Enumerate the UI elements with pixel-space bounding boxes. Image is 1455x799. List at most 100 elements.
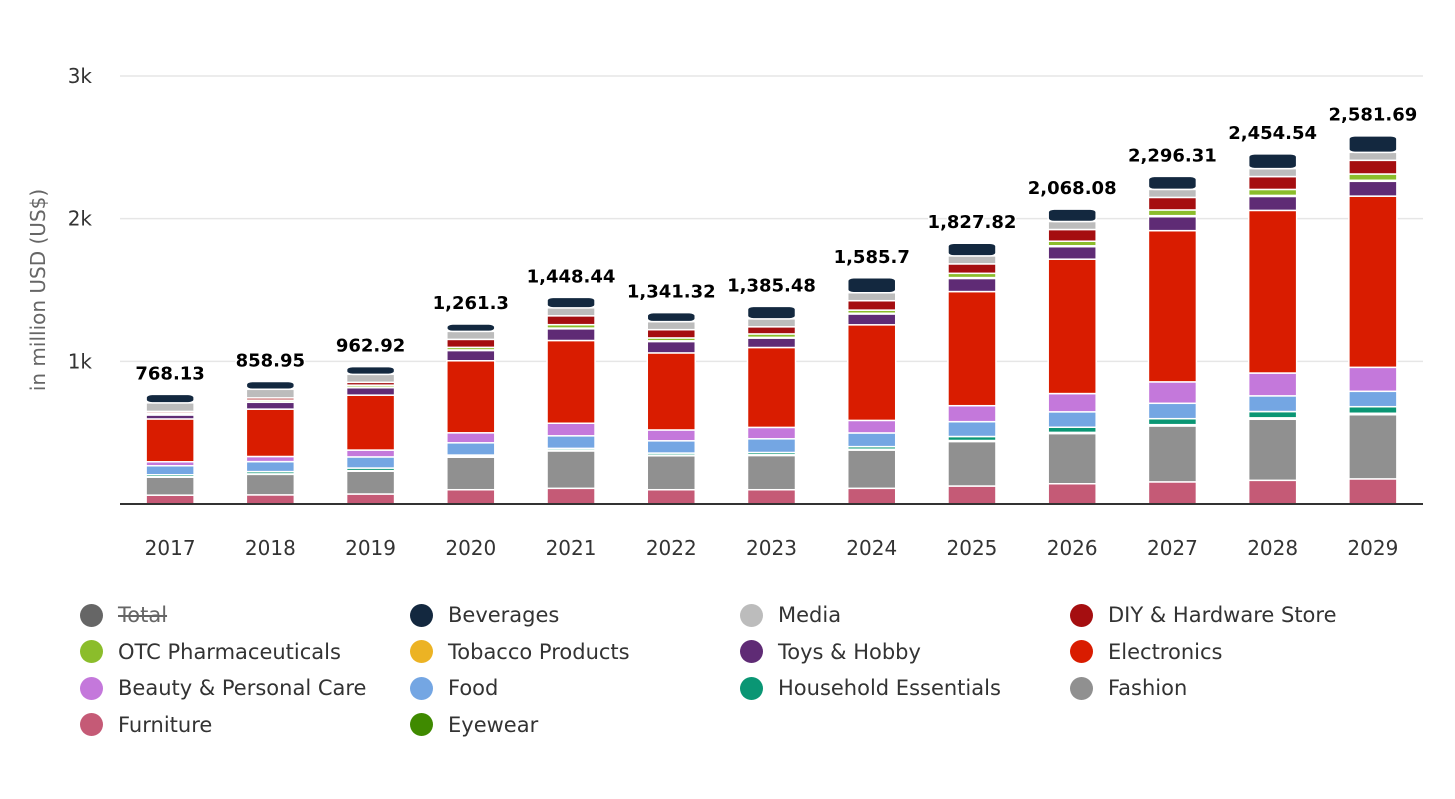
bar-segment-electronics[interactable] [1147,229,1198,383]
bar-segment-fashion[interactable] [646,455,697,491]
bar-segment-electronics[interactable] [646,352,697,431]
bar-segment-beauty-personal-care[interactable] [546,422,596,437]
legend-item-beverages[interactable]: Beverages [410,600,559,630]
bar-segment-food[interactable] [846,432,897,448]
bar-segment-food[interactable] [145,465,195,476]
bar-segment-electronics[interactable] [446,360,496,434]
bar-segment-fashion[interactable] [1147,425,1198,483]
bar-segment-food[interactable] [245,460,296,473]
bar-segment-toys-hobby[interactable] [1247,195,1298,212]
bar-segment-beauty-personal-care[interactable] [746,426,797,440]
bar-segment-toys-hobby[interactable] [245,401,296,410]
bar-segment-beverages[interactable] [1247,153,1298,170]
bar-segment-media[interactable] [446,330,496,341]
bar-segment-beverages[interactable] [947,242,997,257]
bar-segment-food[interactable] [1247,395,1298,413]
bar-segment-fashion[interactable] [546,450,596,490]
bar-segment-electronics[interactable] [947,290,997,407]
bar-stack-2028[interactable] [1247,153,1298,505]
bar-segment-diy-hardware-store[interactable] [1147,196,1198,211]
bar-segment-toys-hobby[interactable] [1147,215,1198,232]
bar-segment-furniture[interactable] [646,488,697,505]
bar-segment-otc-pharmaceuticals[interactable] [1147,209,1198,217]
bar-segment-fashion[interactable] [1047,432,1097,485]
bar-segment-furniture[interactable] [947,485,997,505]
bar-segment-media[interactable] [746,318,797,328]
bar-segment-beauty-personal-care[interactable] [846,419,897,434]
bar-segment-media[interactable] [546,307,596,317]
bar-stack-2027[interactable] [1147,175,1198,505]
bar-segment-fashion[interactable] [245,473,296,496]
bar-segment-beauty-personal-care[interactable] [1047,392,1097,413]
bar-segment-toys-hobby[interactable] [646,340,697,354]
bar-segment-furniture[interactable] [345,493,396,505]
legend-item-food[interactable]: Food [410,673,498,703]
bar-segment-electronics[interactable] [345,394,396,451]
bar-stack-2029[interactable] [1348,135,1398,505]
bar-stack-2024[interactable] [846,277,897,505]
bar-segment-fashion[interactable] [746,454,797,491]
bar-segment-toys-hobby[interactable] [446,349,496,362]
bar-segment-household-essentials[interactable] [1047,426,1097,434]
bar-segment-diy-hardware-store[interactable] [1047,228,1097,242]
bar-segment-beauty-personal-care[interactable] [1348,366,1398,393]
bar-segment-electronics[interactable] [746,346,797,429]
bar-segment-diy-hardware-store[interactable] [947,263,997,275]
bar-segment-media[interactable] [1348,151,1398,162]
bar-segment-otc-pharmaceuticals[interactable] [1348,173,1398,182]
bar-segment-beverages[interactable] [546,296,596,309]
bar-segment-furniture[interactable] [1147,481,1198,505]
bar-segment-beauty-personal-care[interactable] [1247,372,1298,397]
bar-segment-media[interactable] [846,291,897,302]
bar-segment-beverages[interactable] [446,323,496,333]
bar-segment-furniture[interactable] [446,488,496,505]
bar-segment-electronics[interactable] [1047,258,1097,395]
bar-segment-media[interactable] [947,255,997,265]
bar-segment-fashion[interactable] [345,470,396,495]
bar-segment-beauty-personal-care[interactable] [1147,381,1198,405]
bar-segment-furniture[interactable] [746,488,797,505]
bar-segment-furniture[interactable] [145,494,195,505]
bar-segment-beverages[interactable] [1147,175,1198,191]
bar-segment-beverages[interactable] [646,311,697,323]
bar-segment-media[interactable] [245,388,296,399]
bar-segment-toys-hobby[interactable] [947,277,997,293]
bar-segment-beauty-personal-care[interactable] [646,429,697,442]
bar-segment-media[interactable] [145,402,195,413]
bar-segment-beverages[interactable] [846,277,897,294]
bar-segment-media[interactable] [646,320,697,331]
bar-segment-electronics[interactable] [245,408,296,458]
bar-segment-household-essentials[interactable] [1147,417,1198,426]
legend-item-total[interactable]: Total [80,600,167,630]
bar-segment-beverages[interactable] [345,365,396,376]
bar-segment-fashion[interactable] [145,476,195,496]
bar-segment-food[interactable] [947,420,997,438]
bar-stack-2020[interactable] [446,323,496,505]
bar-segment-food[interactable] [546,435,596,450]
bar-segment-diy-hardware-store[interactable] [646,328,697,339]
bar-segment-beverages[interactable] [1047,208,1097,223]
bar-stack-2017[interactable] [145,393,195,505]
legend-item-diy-hardware-store[interactable]: DIY & Hardware Store [1070,600,1337,630]
bar-segment-food[interactable] [1147,402,1198,420]
bar-segment-diy-hardware-store[interactable] [1247,175,1298,191]
legend-item-toys-hobby[interactable]: Toys & Hobby [740,637,921,667]
bar-segment-otc-pharmaceuticals[interactable] [1247,188,1298,197]
bar-segment-toys-hobby[interactable] [846,313,897,326]
legend-item-otc-pharmaceuticals[interactable]: OTC Pharmaceuticals [80,637,341,667]
bar-segment-fashion[interactable] [446,456,496,491]
bar-stack-2025[interactable] [947,242,997,505]
bar-segment-electronics[interactable] [1348,195,1398,369]
bar-segment-diy-hardware-store[interactable] [746,326,797,335]
bar-segment-electronics[interactable] [546,339,596,425]
bar-stack-2021[interactable] [546,296,596,505]
bar-segment-diy-hardware-store[interactable] [846,299,897,311]
bar-segment-toys-hobby[interactable] [1047,245,1097,260]
bar-segment-beverages[interactable] [245,380,296,391]
bar-segment-household-essentials[interactable] [1247,410,1298,419]
bar-segment-toys-hobby[interactable] [1348,180,1398,197]
legend-item-tobacco-products[interactable]: Tobacco Products [410,637,630,667]
bar-segment-electronics[interactable] [145,418,195,463]
bar-segment-furniture[interactable] [1047,482,1097,505]
bar-segment-diy-hardware-store[interactable] [1348,159,1398,175]
